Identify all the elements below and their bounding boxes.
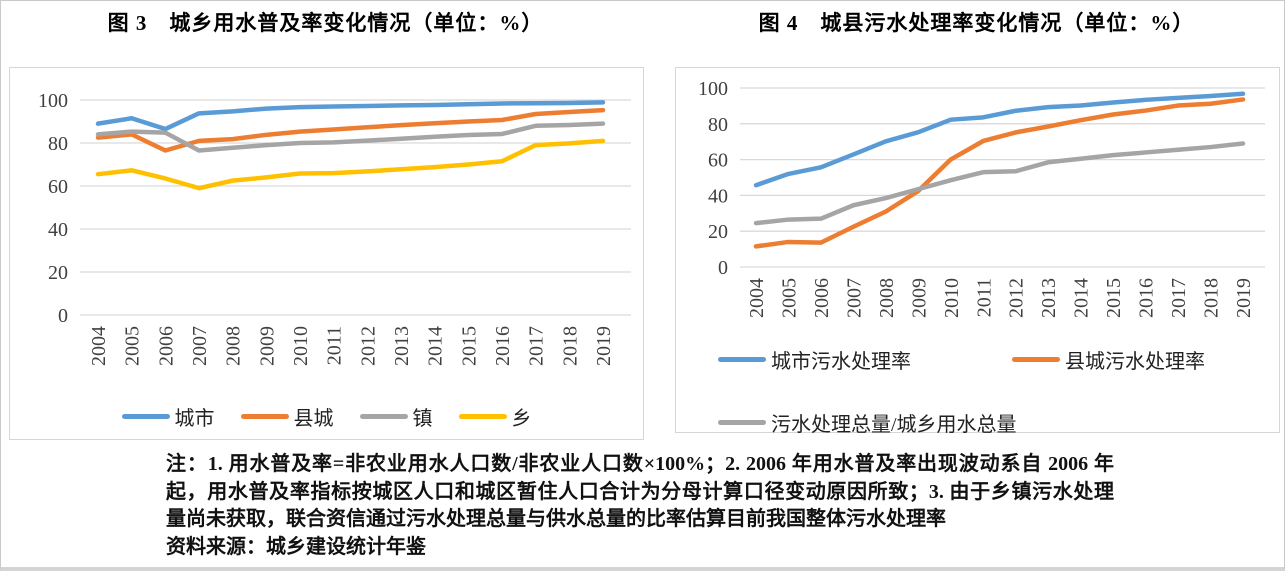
fig3-legend-item-2: 镇	[359, 402, 433, 431]
x-tick-label-2016: 2016	[1136, 278, 1158, 318]
y-tick-label-0: 0	[58, 305, 68, 327]
x-tick-label-2017: 2017	[1168, 278, 1190, 318]
y-tick-label-40: 40	[708, 185, 728, 207]
x-tick-label-2018: 2018	[559, 326, 581, 366]
x-tick-label-2018: 2018	[1201, 278, 1223, 318]
legend-swatch-icon	[718, 420, 766, 425]
fig4-legend-item-1: 县城污水处理率	[1012, 345, 1205, 374]
fig4-chart-box: 0 20 40 60 80 100 2004 2005 2006 2007 2008 2009 2010…	[675, 67, 1280, 436]
legend-label: 县城污水处理率	[1065, 351, 1205, 373]
series-line-2	[753, 141, 1246, 226]
legend-label: 镇	[412, 407, 433, 430]
x-tick-label-2019: 2019	[593, 326, 615, 366]
fig4-legend-item-2: 污水处理总量/城乡用水总量	[718, 408, 1017, 437]
x-tick-label-2009: 2009	[256, 326, 278, 366]
fig4-legend: 城市污水处理率 县城污水处理率污水处理总量/城乡用水总量	[676, 331, 1279, 437]
y-tick-label-80: 80	[48, 133, 68, 155]
x-tick-label-2015: 2015	[458, 326, 480, 366]
y-tick-label-60: 60	[708, 150, 728, 172]
fig4-legend-row-2: 污水处理总量/城乡用水总量	[718, 408, 1279, 437]
note-line-2: 起，用水普及率指标按城区人口和城区暂住人口合计为分母计算口径变动原因所致；3. …	[166, 480, 1114, 503]
fig4-title: 图 4 城县污水处理率变化情况（单位：%）	[758, 11, 1195, 35]
y-tick-label-20: 20	[48, 262, 68, 284]
note-line-3: 量尚未获取，联合资信通过污水处理总量与供水总量的比率估算目前我国整体污水处理率	[166, 508, 946, 530]
legend-swatch-icon	[121, 413, 170, 419]
x-tick-label-2014: 2014	[1071, 278, 1093, 318]
x-tick-label-2010: 2010	[290, 326, 312, 366]
note-line-1: 注：1. 用水普及率=非农业用水人口数/非农业人口数×100%；2. 2006 …	[166, 453, 1114, 475]
legend-label: 污水处理总量/城乡用水总量	[771, 414, 1017, 436]
y-tick-label-0: 0	[718, 257, 728, 279]
series-line-0	[753, 91, 1246, 188]
fig4-legend-row-1: 城市污水处理率 县城污水处理率	[718, 345, 1279, 374]
series-line-1	[753, 97, 1246, 249]
fig3-title: 图 3 城乡用水普及率变化情况（单位：%）	[107, 11, 544, 35]
x-tick-label-2008: 2008	[876, 278, 898, 318]
legend-label: 城市污水处理率	[771, 351, 911, 373]
x-tick-label-2010: 2010	[941, 278, 963, 318]
series-line-0	[95, 100, 606, 132]
x-tick-label-2011: 2011	[324, 326, 346, 365]
fig3-plot: 0 20 40 60 80 100 2004 2005 2006 2007 2008 2009 2010…	[38, 90, 631, 366]
x-tick-label-2005: 2005	[122, 326, 144, 366]
series-line-1	[95, 107, 606, 153]
y-tick-label-20: 20	[708, 221, 728, 243]
x-tick-label-2014: 2014	[425, 326, 447, 366]
fig4-legend-item-0: 城市污水处理率	[718, 345, 1012, 374]
note-block: 注：1. 用水普及率=非农业用水人口数/非农业人口数×100%；2. 2006 …	[166, 451, 1114, 561]
x-tick-label-2005: 2005	[778, 278, 800, 318]
fig3-legend: 城市 县城 镇 乡	[10, 393, 643, 439]
fig3-legend-item-0: 城市	[121, 402, 215, 431]
x-tick-label-2017: 2017	[526, 326, 548, 366]
legend-swatch-icon	[359, 413, 408, 419]
y-tick-label-100: 100	[38, 90, 68, 112]
x-tick-label-2012: 2012	[357, 326, 379, 366]
x-tick-label-2012: 2012	[1006, 278, 1028, 318]
legend-swatch-icon	[458, 413, 507, 419]
legend-swatch-icon	[1012, 357, 1060, 362]
x-tick-label-2006: 2006	[155, 326, 177, 366]
x-tick-label-2016: 2016	[492, 326, 514, 366]
x-tick-label-2007: 2007	[843, 278, 865, 318]
legend-label: 乡	[511, 407, 532, 430]
x-tick-label-2004: 2004	[746, 278, 768, 318]
x-tick-label-2004: 2004	[88, 326, 110, 366]
legend-swatch-icon	[718, 357, 766, 362]
series-line-3	[95, 138, 606, 191]
source-line: 资料来源：城乡建设统计年鉴	[166, 535, 426, 558]
x-tick-label-2019: 2019	[1233, 278, 1255, 318]
x-tick-label-2008: 2008	[223, 326, 245, 366]
x-tick-label-2007: 2007	[189, 326, 211, 366]
fig3-legend-item-3: 乡	[458, 402, 532, 431]
legend-label: 城市	[174, 407, 215, 430]
x-tick-label-2006: 2006	[811, 278, 833, 318]
legend-swatch-icon	[240, 413, 289, 419]
x-tick-label-2015: 2015	[1103, 278, 1125, 318]
fig3-chart-box: 0 20 40 60 80 100 2004 2005 2006 2007 2008 2009 2010…	[9, 67, 644, 440]
y-tick-label-80: 80	[708, 114, 728, 136]
x-tick-label-2013: 2013	[391, 326, 413, 366]
y-tick-label-40: 40	[48, 219, 68, 241]
x-tick-label-2011: 2011	[973, 278, 995, 317]
y-tick-label-100: 100	[698, 78, 728, 100]
y-tick-label-60: 60	[48, 176, 68, 198]
legend-label: 县城	[293, 407, 334, 430]
series-line-2	[95, 121, 606, 153]
x-tick-label-2009: 2009	[908, 278, 930, 318]
x-tick-label-2013: 2013	[1038, 278, 1060, 318]
fig4-plot: 0 20 40 60 80 100 2004 2005 2006 2007 2008 2009 2010…	[698, 78, 1265, 318]
fig3-legend-item-1: 县城	[240, 402, 334, 431]
